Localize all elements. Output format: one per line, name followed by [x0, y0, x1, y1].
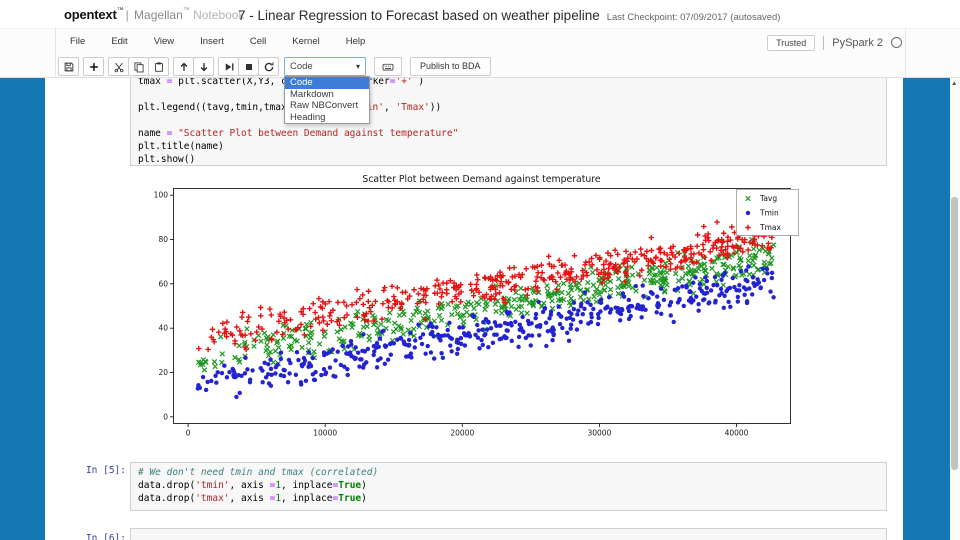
notebook-scroll-area: tmax = plt.scatter(X,Y3, color='red', ma…	[0, 78, 960, 540]
scissors-icon	[114, 62, 123, 72]
command-palette-button[interactable]	[374, 57, 402, 76]
logo-product: Magellan	[134, 8, 183, 22]
code-editor: # We don't need tmin and tmax (correlate…	[138, 466, 378, 505]
code-cell-input[interactable]: tmax = plt.scatter(X,Y3, color='red', ma…	[130, 78, 887, 166]
code-cell-input[interactable]	[130, 528, 887, 540]
publish-to-bda-button[interactable]: Publish to BDA	[410, 57, 491, 76]
code-line: data.drop('tmin', axis =1, inplace=True)	[138, 480, 367, 491]
menu-edit[interactable]: Edit	[111, 36, 128, 47]
trusted-button[interactable]: Trusted	[767, 34, 816, 51]
scroll-up-arrow[interactable]: ▲	[951, 80, 958, 87]
input-prompt: In [5]:	[85, 465, 126, 476]
save-button[interactable]	[58, 57, 79, 76]
plus-icon	[89, 62, 98, 71]
code-line: name = "Scatter Plot between Demand agai…	[138, 128, 459, 139]
code-line: plt.show()	[138, 154, 196, 165]
arrow-up-icon	[180, 62, 187, 71]
copy-icon	[133, 61, 144, 72]
stop-icon	[245, 63, 252, 70]
run-icon	[225, 62, 233, 71]
menu-file[interactable]: File	[70, 36, 86, 47]
option-markdown[interactable]: Markdown	[290, 88, 334, 100]
page-background-right	[903, 78, 950, 540]
paste-cells-button[interactable]	[148, 57, 169, 76]
menubar: File Edit View Insert Cell Kernel Help Trusted…	[0, 28, 960, 55]
menu-help[interactable]: Help	[345, 36, 366, 47]
logo-brand: opentext	[64, 7, 117, 22]
chevron-down-icon: ▾	[355, 62, 360, 71]
divider	[823, 35, 825, 50]
arrow-down-icon	[200, 62, 207, 71]
code-line: # We don't need tmin and tmax (correlate…	[138, 467, 379, 478]
restart-icon	[264, 61, 273, 71]
menu-insert[interactable]: Insert	[200, 36, 224, 47]
toolbar: Code ▾ Publish to BDA	[0, 55, 960, 78]
move-cell-down-button[interactable]	[193, 57, 214, 76]
code-line: plt.title(name)	[138, 141, 224, 152]
app-header: opentext™ | Magellan™ Notebook 7 - Linear…	[0, 0, 960, 28]
copy-cells-button[interactable]	[128, 57, 149, 76]
scrollbar-thumb[interactable]	[951, 197, 958, 470]
code-cell-input[interactable]: # We don't need tmin and tmax (correlate…	[130, 462, 887, 511]
cut-cells-button[interactable]	[108, 57, 129, 76]
option-heading[interactable]: Heading	[290, 111, 326, 123]
move-cell-up-button[interactable]	[173, 57, 194, 76]
save-icon	[64, 62, 73, 71]
scrollbar[interactable]: ▲	[950, 78, 960, 540]
cell-type-dropdown: Code Markdown Raw NBConvert Heading	[284, 76, 370, 124]
keyboard-icon	[382, 63, 394, 71]
option-code[interactable]: Code	[285, 77, 369, 89]
notebook-title[interactable]: 7 - Linear Regression to Forecast based …	[238, 8, 600, 23]
opentext-magellan-logo: opentext™ | Magellan™ Notebook	[64, 7, 245, 22]
insert-cell-button[interactable]	[83, 57, 104, 76]
restart-kernel-button[interactable]	[258, 57, 279, 76]
paste-icon	[154, 61, 163, 72]
kernel-status-icon	[891, 37, 902, 48]
page-background-left	[0, 78, 45, 540]
checkpoint-status: Last Checkpoint: 07/09/2017 (autosaved)	[606, 12, 781, 23]
run-cell-button[interactable]	[218, 57, 239, 76]
cell-type-select[interactable]: Code ▾	[284, 57, 366, 76]
interrupt-kernel-button[interactable]	[238, 57, 259, 76]
logo-suffix: Notebook	[193, 8, 245, 22]
input-prompt: In [6]:	[85, 533, 126, 540]
kernel-name: PySpark 2	[832, 36, 883, 49]
code-line: data.drop('tmax', axis =1, inplace=True)	[138, 493, 367, 504]
scatter-plot	[150, 169, 822, 459]
menu-cell[interactable]: Cell	[249, 36, 267, 47]
option-raw-nbconvert[interactable]: Raw NBConvert	[290, 100, 359, 111]
menu-kernel[interactable]: Kernel	[292, 36, 320, 47]
menu-view[interactable]: View	[153, 36, 175, 47]
